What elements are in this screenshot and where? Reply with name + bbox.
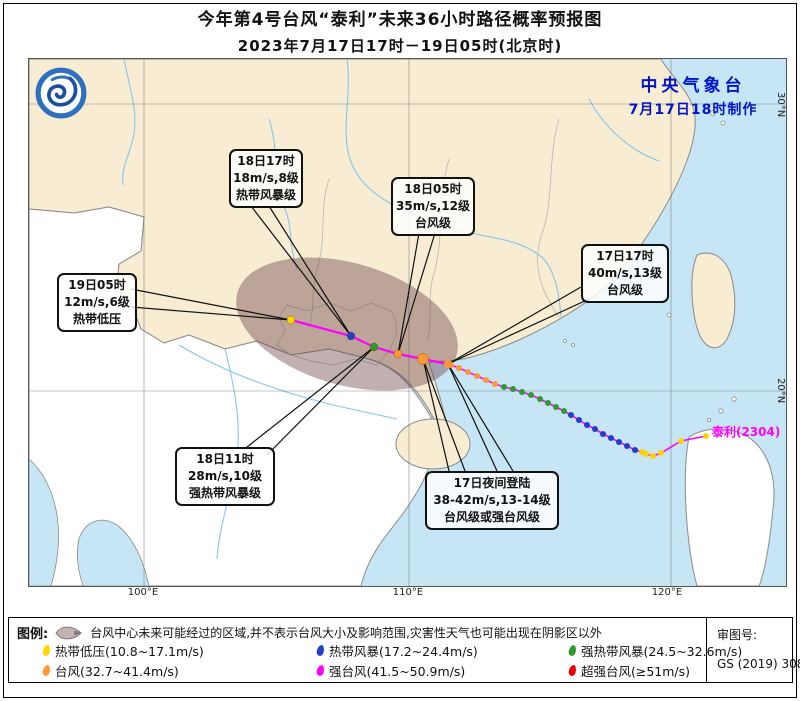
- agency-name: 中央气象台: [640, 76, 746, 96]
- page-subtitle: 2023年7月17日17时－19日05时(北京时): [237, 37, 563, 55]
- agency-block: 中央气象台 7月17日18时制作: [607, 71, 779, 119]
- approval-label: 审图号:: [717, 628, 758, 642]
- lon-label-100e: 100°E: [127, 587, 159, 598]
- callout-18d11h: 18日11时 28m/s,10级 强热带风暴级: [175, 447, 275, 506]
- map-graphics: [29, 59, 786, 586]
- legend-item-td: 热带低压(10.8~17.1m/s): [41, 641, 204, 660]
- callout-time: 18日11时: [196, 452, 254, 466]
- intensity-marker-td: [41, 644, 52, 657]
- callout-time: 17日夜间登陆: [453, 476, 531, 490]
- callout-category: 热带风暴级: [235, 188, 296, 202]
- callout-18d17h: 18日17时 18m/s,8级 热带风暴级: [229, 149, 303, 208]
- storm-name-label: 泰利(2304): [712, 425, 781, 439]
- callout-category: 热带低压: [72, 312, 121, 326]
- header: 今年第4号台风“泰利”未来36小时路径概率预报图 2023年7月17日17时－1…: [0, 5, 800, 56]
- legend-item-ty: 台风(32.7~41.4m/s): [41, 661, 179, 680]
- intensity-marker-sts: [567, 644, 578, 657]
- legend-item-sty: 强台风(41.5~50.9m/s): [315, 661, 465, 680]
- legend-item-ts: 热带风暴(17.2~24.4m/s): [315, 641, 478, 660]
- agency-issue-time: 7月17日18时制作: [628, 102, 758, 118]
- probability-cone: [236, 257, 458, 391]
- small-islands: [563, 110, 737, 422]
- taiwan-island: [691, 252, 736, 349]
- callout-time: 19日05时: [68, 278, 126, 292]
- callout-pointers: [130, 205, 590, 472]
- page-title: 今年第4号台风“泰利”未来36小时路径概率预报图: [197, 10, 603, 30]
- gulf-inlet: [76, 519, 150, 586]
- coast-inlet: [29, 458, 59, 586]
- lat-label-20n: 20°N: [775, 378, 786, 404]
- cone-icon: [54, 626, 84, 640]
- callout-wind: 35m/s,12级: [396, 199, 470, 213]
- callout-landfall: 17日夜间登陆 38-42m/s,13-14级 台风级或强台风级: [425, 471, 559, 530]
- graticule: [29, 59, 786, 586]
- luzon-island: [684, 428, 775, 586]
- callout-wind: 28m/s,10级: [188, 469, 262, 483]
- callout-category: 强热带风暴级: [188, 486, 261, 500]
- callout-wind: 12m/s,6级: [64, 295, 130, 309]
- approval-box: 审图号: GS (2019) 3082号: [706, 618, 800, 682]
- callout-19d05h: 19日05时 12m/s,6级 热带低压: [57, 273, 137, 332]
- hainan-island: [395, 418, 471, 470]
- callout-wind: 40m/s,13级: [588, 266, 662, 280]
- intensity-marker-ty: [41, 664, 52, 677]
- callout-category: 台风级或强台风级: [443, 510, 540, 524]
- lat-label-30n: 30°N: [775, 92, 786, 118]
- map-canvas: 中央气象台 7月17日18时制作 泰利(2304) 18日17时 18m/s,8…: [28, 58, 787, 587]
- callout-time: 17日17时: [596, 249, 654, 263]
- callout-time: 18日17时: [237, 154, 295, 168]
- legend-item-sts: 强热带风暴(24.5~32.6m/s): [567, 641, 742, 660]
- legend-title: 图例:: [17, 627, 49, 642]
- legend-panel: 图例: 台风中心未来可能经过的区域,并不表示台风大小及影响范围,灾害性天气也可能…: [8, 617, 800, 683]
- cma-logo-icon: [33, 65, 89, 121]
- callout-18d05h: 18日05时 35m/s,12级 台风级: [391, 177, 475, 236]
- callout-time: 18日05时: [404, 182, 462, 196]
- intensity-marker-ts: [315, 644, 326, 657]
- callout-category: 台风级: [606, 283, 643, 297]
- callout-wind: 18m/s,8级: [233, 171, 299, 185]
- lon-label-120e: 120°E: [651, 587, 683, 598]
- intensity-marker-super-ty: [567, 664, 578, 677]
- lon-label-110e: 110°E: [392, 587, 424, 598]
- callout-17d17h: 17日17时 40m/s,13级 台风级: [581, 244, 669, 303]
- legend-cone-row: 图例: 台风中心未来可能经过的区域,并不表示台风大小及影响范围,灾害性天气也可能…: [17, 623, 602, 642]
- callout-category: 台风级: [414, 216, 451, 230]
- typhoon-track: [286, 315, 709, 459]
- approval-number: GS (2019) 3082号: [717, 657, 800, 671]
- intensity-marker-sty: [315, 664, 326, 677]
- callout-wind: 38-42m/s,13-14级: [433, 493, 551, 507]
- legend-item-super-ty: 超强台风(≥51m/s): [567, 661, 690, 680]
- legend-cone-note: 台风中心未来可能经过的区域,并不表示台风大小及影响范围,灾害性天气也可能出现在阴…: [90, 626, 602, 640]
